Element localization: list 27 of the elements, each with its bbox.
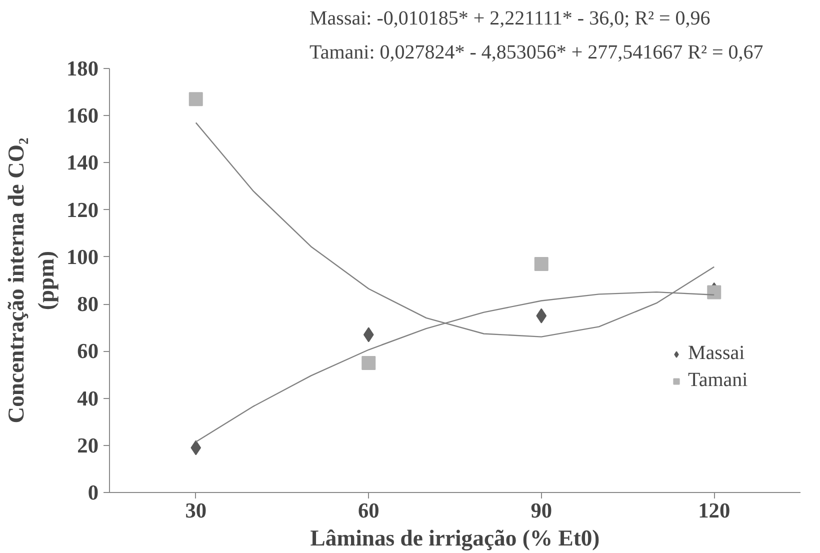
point	[363, 327, 374, 342]
text: Tamani: 0,027824* - 4,853056* + 277,541667 R² = 0,67	[310, 42, 764, 64]
legend-label: Tamani	[688, 369, 748, 392]
x-axis-title: Lâminas de irrigação (% Et0)	[310, 526, 600, 550]
point	[536, 308, 547, 324]
y-axis-title: Concentração interna de CO₂ (ppm)	[4, 138, 59, 424]
legend-label: Massai	[688, 342, 745, 365]
point	[190, 440, 202, 456]
y-tick-label: 20	[77, 433, 98, 458]
point	[707, 285, 722, 300]
y-tick-label: 60	[77, 339, 98, 364]
x-tick-label: 60	[358, 498, 380, 522]
x-tick-label: 120	[698, 498, 730, 522]
y-tick-label: 160	[66, 104, 99, 128]
y-tick-label: 140	[66, 150, 99, 175]
x-tick-label: 90	[530, 498, 552, 522]
point	[534, 257, 548, 272]
point	[188, 92, 203, 106]
point	[362, 356, 376, 370]
y-tick-label: 0	[88, 480, 99, 504]
y-tick-label: 100	[66, 244, 99, 269]
x-tick-label: 30	[185, 498, 207, 522]
y-tick-label: 120	[66, 198, 99, 222]
text: Massai: -0,010185* + 2,221111* - 36,0; R² = 0,96	[310, 8, 710, 30]
y-tick-label: 80	[77, 292, 98, 316]
y-tick-label: 180	[66, 56, 99, 80]
y-tick-label: 40	[77, 386, 98, 410]
